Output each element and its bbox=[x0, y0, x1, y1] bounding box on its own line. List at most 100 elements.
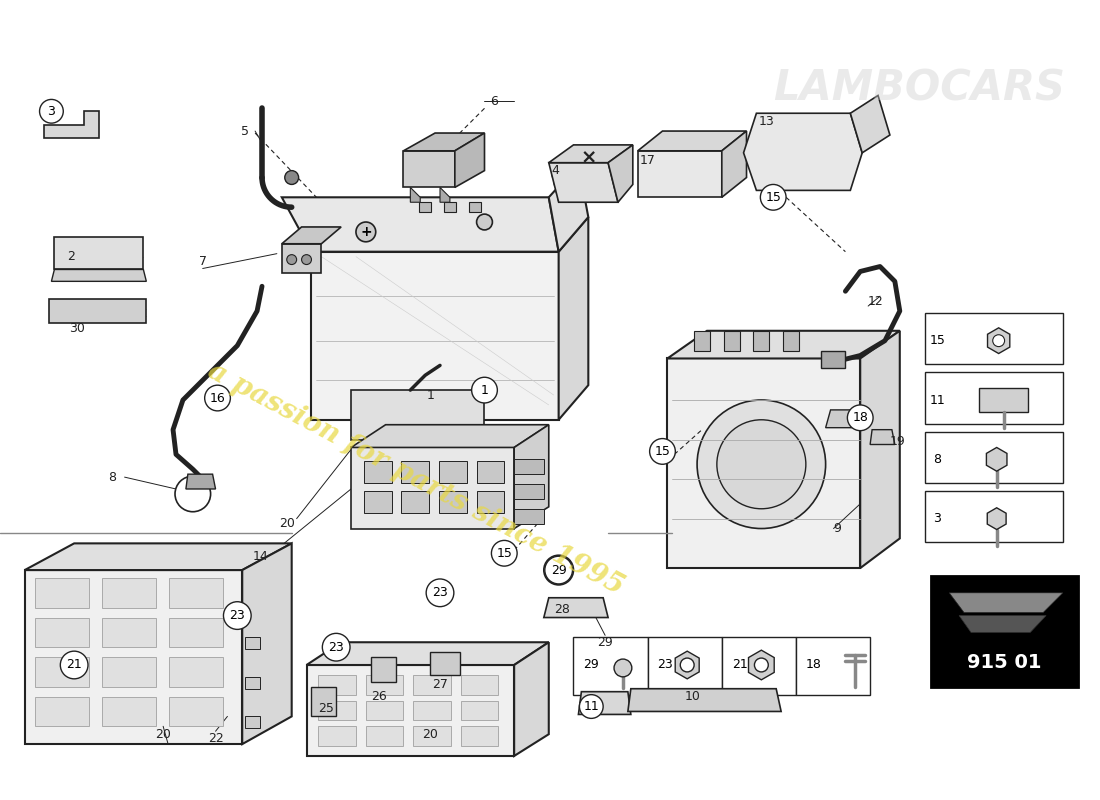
Bar bbox=[34, 578, 89, 608]
Bar bbox=[34, 657, 89, 686]
Polygon shape bbox=[307, 665, 514, 756]
Polygon shape bbox=[514, 642, 549, 756]
Bar bbox=[366, 675, 404, 694]
Bar bbox=[783, 330, 799, 350]
Polygon shape bbox=[282, 198, 559, 252]
Polygon shape bbox=[850, 95, 890, 153]
Bar bbox=[414, 726, 451, 746]
Bar bbox=[924, 491, 1063, 542]
Text: 2: 2 bbox=[67, 250, 75, 263]
Bar bbox=[102, 697, 156, 726]
Bar bbox=[169, 618, 223, 647]
Circle shape bbox=[223, 602, 251, 630]
Polygon shape bbox=[440, 187, 450, 202]
Bar bbox=[694, 330, 710, 350]
Text: 23: 23 bbox=[432, 586, 448, 599]
Bar bbox=[979, 388, 1028, 412]
Polygon shape bbox=[638, 151, 722, 198]
Text: 29: 29 bbox=[551, 563, 566, 577]
Text: 15: 15 bbox=[654, 445, 670, 458]
Polygon shape bbox=[668, 330, 900, 358]
Text: 23: 23 bbox=[328, 641, 344, 654]
Bar bbox=[366, 701, 404, 720]
Bar bbox=[402, 491, 429, 513]
Circle shape bbox=[60, 651, 88, 679]
Text: 22: 22 bbox=[208, 732, 223, 745]
Bar bbox=[402, 462, 429, 483]
Bar bbox=[573, 638, 648, 694]
Text: 18: 18 bbox=[806, 658, 822, 671]
Polygon shape bbox=[988, 328, 1010, 354]
Bar bbox=[102, 578, 156, 608]
Polygon shape bbox=[870, 430, 894, 445]
Polygon shape bbox=[988, 508, 1007, 530]
Bar bbox=[169, 578, 223, 608]
Text: 21: 21 bbox=[732, 658, 748, 671]
Bar bbox=[924, 372, 1063, 424]
Text: a passion for parts since 1995: a passion for parts since 1995 bbox=[202, 358, 628, 601]
Circle shape bbox=[287, 254, 297, 265]
Circle shape bbox=[322, 634, 350, 661]
Bar bbox=[924, 432, 1063, 483]
Text: 25: 25 bbox=[318, 702, 334, 715]
Polygon shape bbox=[949, 593, 1063, 613]
Bar bbox=[444, 202, 455, 212]
Text: 1: 1 bbox=[426, 389, 434, 402]
Text: 29: 29 bbox=[583, 658, 600, 671]
Polygon shape bbox=[722, 131, 747, 198]
Polygon shape bbox=[559, 217, 588, 420]
Text: 15: 15 bbox=[496, 546, 513, 560]
Polygon shape bbox=[744, 114, 862, 190]
Text: 26: 26 bbox=[371, 690, 386, 703]
Polygon shape bbox=[50, 299, 146, 323]
Circle shape bbox=[426, 579, 454, 606]
Bar bbox=[102, 618, 156, 647]
Polygon shape bbox=[514, 425, 549, 529]
Text: 5: 5 bbox=[241, 125, 250, 138]
Polygon shape bbox=[549, 145, 632, 162]
Polygon shape bbox=[454, 133, 484, 187]
Polygon shape bbox=[959, 615, 1046, 632]
Text: 16: 16 bbox=[210, 391, 225, 405]
Polygon shape bbox=[371, 657, 396, 682]
Bar bbox=[722, 638, 796, 694]
Polygon shape bbox=[404, 133, 484, 151]
Polygon shape bbox=[675, 651, 700, 679]
Polygon shape bbox=[638, 131, 747, 151]
Bar bbox=[169, 657, 223, 686]
Bar bbox=[461, 726, 498, 746]
Polygon shape bbox=[52, 270, 146, 282]
Bar bbox=[476, 491, 504, 513]
Polygon shape bbox=[351, 447, 514, 529]
Bar bbox=[318, 675, 356, 694]
Text: 30: 30 bbox=[69, 322, 85, 335]
Text: +: + bbox=[360, 225, 372, 239]
Circle shape bbox=[285, 170, 298, 185]
Bar bbox=[648, 638, 722, 694]
Bar bbox=[102, 657, 156, 686]
Polygon shape bbox=[821, 350, 846, 368]
Text: 13: 13 bbox=[758, 114, 774, 128]
Circle shape bbox=[205, 385, 230, 411]
Bar bbox=[34, 618, 89, 647]
Polygon shape bbox=[748, 650, 774, 680]
Polygon shape bbox=[628, 689, 781, 711]
Bar bbox=[514, 484, 543, 499]
Circle shape bbox=[992, 334, 1004, 346]
Text: 1: 1 bbox=[481, 384, 488, 397]
Text: 21: 21 bbox=[66, 658, 82, 671]
Polygon shape bbox=[307, 642, 549, 665]
Bar bbox=[796, 638, 870, 694]
Text: 15: 15 bbox=[766, 191, 781, 204]
Bar bbox=[366, 726, 404, 746]
Circle shape bbox=[40, 99, 64, 123]
Polygon shape bbox=[24, 570, 242, 744]
Bar bbox=[245, 638, 260, 649]
Circle shape bbox=[492, 541, 517, 566]
Circle shape bbox=[755, 658, 768, 672]
Bar bbox=[364, 462, 392, 483]
Text: 19: 19 bbox=[890, 435, 905, 448]
Text: 17: 17 bbox=[640, 154, 656, 167]
Circle shape bbox=[614, 659, 631, 677]
Bar bbox=[245, 677, 260, 689]
